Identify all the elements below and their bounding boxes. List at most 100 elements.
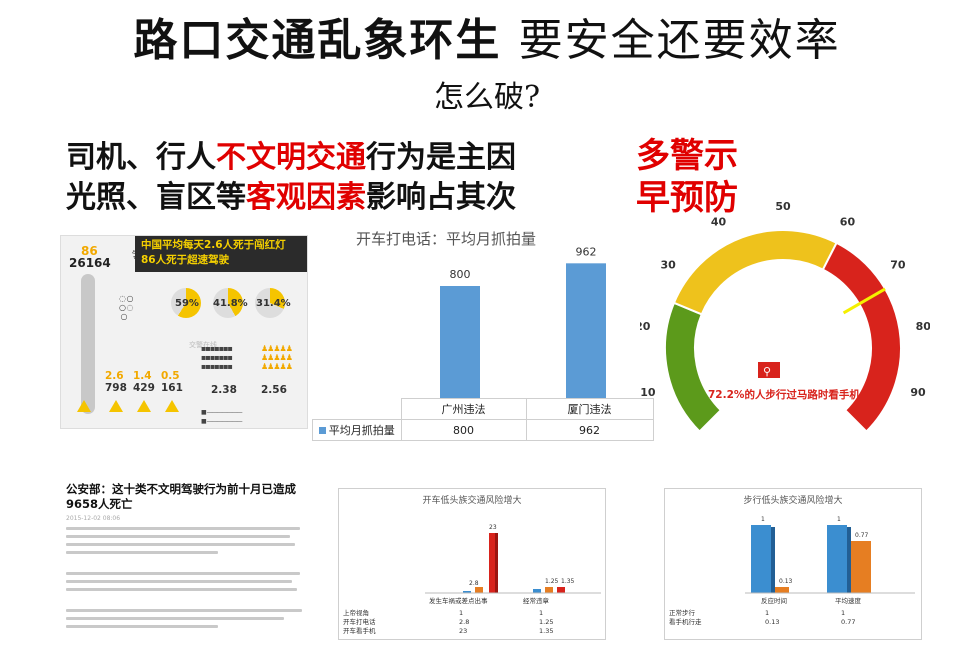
pedestrian-risk-plot: 1 0.13 1 0.77 反应时间 平均速度 正常步行 看手机行走 1 1 0…	[669, 516, 915, 626]
walker-glyph: ⚲	[763, 365, 771, 378]
cause-1-pre: 司机、行人	[66, 140, 216, 175]
pie-chart-3	[255, 288, 285, 318]
table-row: 平均月抓拍量 800 962	[312, 419, 654, 441]
cell-value: 0.77	[841, 618, 855, 626]
infographic-header-line2: 86人死于超速驾驶	[141, 254, 230, 266]
stat-2-top: 1.4	[133, 370, 152, 382]
bar-mark	[440, 286, 480, 398]
row-label: 开车打电话	[343, 617, 376, 626]
legend-swatch	[318, 427, 326, 434]
speedometer-gauge: 0102030405060708090100 ⚲ 72.2%的人步行过马路时看手…	[640, 200, 930, 433]
bar-normal-1	[751, 525, 771, 593]
stat-1-top: 2.6	[105, 370, 124, 382]
gauge-tick-label: 90	[910, 386, 926, 399]
row-label: 开车看手机	[343, 626, 376, 635]
group-label: 平均速度	[835, 596, 862, 605]
value-label: 1	[837, 516, 841, 523]
stat-1-bottom: 798	[105, 382, 127, 394]
pct-2: 41.8%	[213, 298, 248, 309]
article-meta: 2015-12-02 08:06	[66, 515, 121, 522]
cell-value: 23	[459, 627, 467, 635]
bar-phone-1	[775, 587, 789, 593]
gauge-tick-label: 70	[890, 259, 906, 272]
row-label: 看手机行走	[669, 617, 702, 626]
bar-base-2	[533, 589, 541, 593]
cell-value: 0.13	[765, 618, 779, 626]
small-value-1: 2.38	[211, 384, 237, 396]
text-line	[66, 535, 290, 538]
bar-car-phone-2	[557, 587, 565, 593]
infographic-top-number: 86	[81, 244, 98, 258]
category-label: 厦门违法	[525, 398, 654, 420]
small-value-2: 2.56	[261, 384, 287, 396]
cause-2-pre: 光照、盲区等	[66, 180, 246, 215]
cell-value: 1.25	[539, 618, 553, 626]
stat-2: 1.4 429	[133, 370, 155, 394]
cell-value: 1	[841, 609, 845, 617]
bar-car-call-2	[545, 587, 553, 593]
stat-3: 0.5 161	[161, 370, 183, 394]
table-value: 800	[400, 419, 527, 441]
gauge-band-yellow	[672, 229, 838, 316]
row-label: 上帝视角	[343, 608, 369, 617]
gauge-tick-label: 80	[916, 320, 930, 333]
stat-1: 2.6 798	[105, 370, 127, 394]
thermometer-gauge	[81, 274, 95, 414]
infographic-header-line1: 中国平均每天2.6人死于闯红灯	[141, 239, 286, 251]
bar-car-call-1	[475, 587, 483, 593]
warning-sign-icon	[77, 400, 91, 412]
gauge-needle	[842, 287, 886, 315]
watermark: 交警在线	[189, 341, 217, 349]
bar-normal-1-side	[771, 527, 775, 593]
pct-1: 59%	[175, 298, 199, 309]
car-risk-plot: 2.8 23 1.25 1.35 发生车祸或差点出事 经常违章 上帝视角 开车打…	[343, 524, 601, 635]
caption-text: 的人步行过马路时看手机	[744, 388, 860, 401]
thought-bubble: ◌ ○ ○ ◌ ○	[119, 294, 134, 321]
table-header-row: 广州违法 厦门违法	[312, 398, 654, 420]
bar-normal-2-side	[847, 527, 851, 593]
cell-value: 1.35	[539, 627, 553, 635]
cause-2-highlight: 客观因素	[246, 180, 366, 215]
bar-data-label: 962	[576, 245, 597, 258]
bar-chart: 800 962	[440, 245, 606, 398]
value-label: 1	[761, 516, 765, 523]
car-risk-chart: 开车低头族交通风险增大 2.8 23 1.25 1.35 发生车祸或差点出事 经…	[338, 488, 606, 640]
caption-pct: 72.2%	[708, 389, 745, 401]
chart-data-table: 广州违法 厦门违法 平均月抓拍量 800 962	[312, 398, 654, 441]
bar-base-1	[463, 591, 471, 593]
value-label: 1.25	[545, 578, 559, 585]
pie-chart-2	[213, 288, 243, 318]
cause-1-post: 行为是主因	[366, 140, 516, 175]
value-label: 0.77	[855, 532, 869, 539]
series-name: 平均月抓拍量	[328, 424, 395, 437]
cell-value: 1	[539, 609, 543, 617]
people-grid-right: ♟♟♟♟♟ ♟♟♟♟♟ ♟♟♟♟♟	[261, 344, 293, 371]
news-article: 公安部：这十类不文明驾驶行为前十月已造成9658人死亡 2015-12-02 0…	[66, 482, 320, 642]
text-line	[66, 625, 219, 628]
cell-value: 2.8	[459, 618, 469, 626]
cause-line-1: 司机、行人不文明交通行为是主因	[66, 132, 516, 176]
warning-sign-icon	[137, 400, 151, 412]
pct-3: 31.4%	[256, 298, 291, 309]
bar-mark	[566, 263, 606, 398]
legend-lines: ■ ——————— ■ ———————	[201, 409, 243, 425]
advice-1: 多警示	[636, 136, 738, 176]
text-line	[66, 617, 285, 620]
value-label: 2.8	[469, 580, 479, 587]
cause-1-highlight: 不文明交通	[216, 140, 366, 175]
bar-normal-2	[827, 525, 847, 593]
group-label: 反应时间	[761, 596, 787, 605]
people-grid-left: ▪▪▪▪▪▪▪ ▪▪▪▪▪▪▪ ▪▪▪▪▪▪▪	[201, 344, 233, 371]
chart-title: 开车打电话：平均月抓拍量	[356, 230, 537, 248]
text-line	[66, 572, 300, 575]
infographic-header: 中国平均每天2.6人死于闯红灯 86人死于超速驾驶	[135, 236, 307, 272]
title-part1: 路口交通乱象环生	[133, 15, 502, 66]
warning-sign-icon	[165, 400, 179, 412]
bar-data-label: 800	[450, 268, 471, 281]
text-line	[66, 543, 295, 546]
text-line	[66, 588, 298, 591]
pedestrian-risk-title: 步行低头族交通风险增大	[743, 496, 843, 506]
text-line	[66, 551, 219, 554]
stat-2-bottom: 429	[133, 382, 155, 394]
row-label: 正常步行	[669, 608, 696, 617]
